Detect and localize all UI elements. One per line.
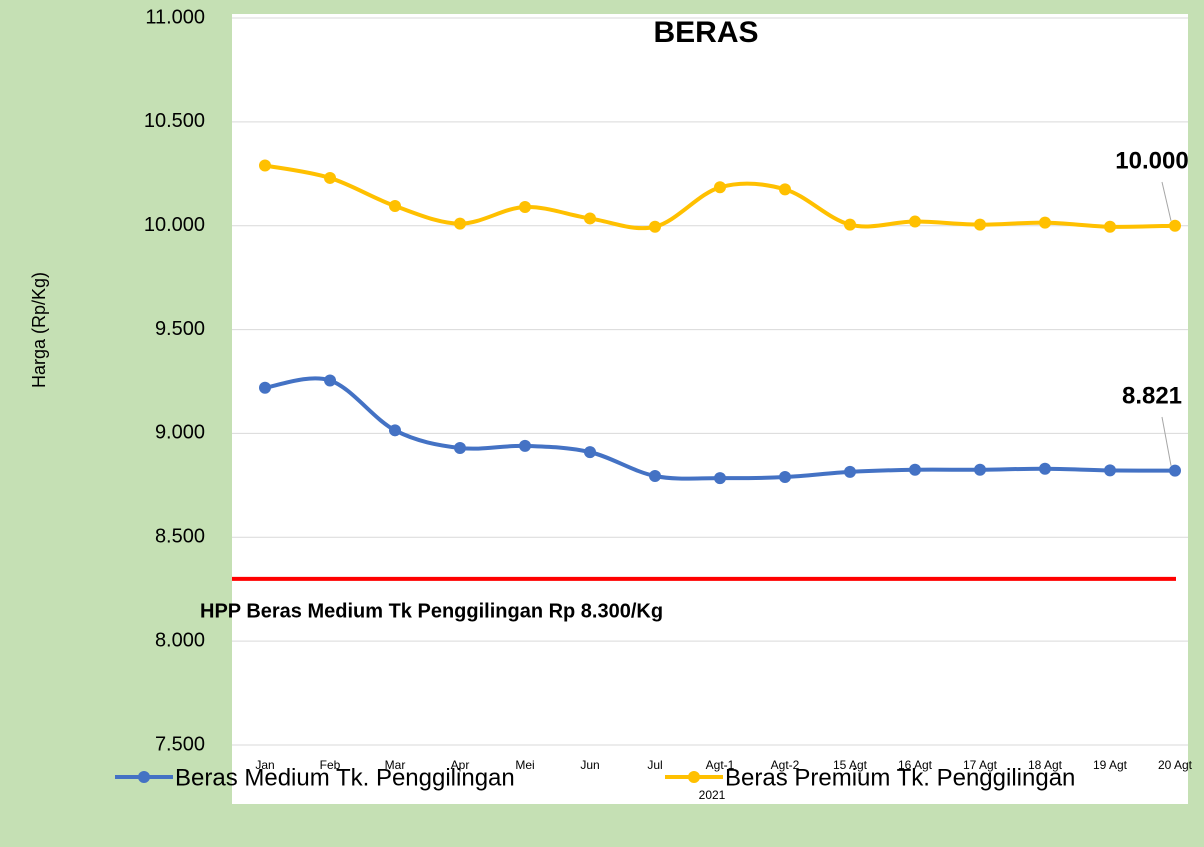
x-tick-label: 16 Agt bbox=[898, 758, 933, 772]
data-point bbox=[1169, 464, 1181, 477]
leader-line bbox=[1161, 416, 1172, 466]
x-tick-label: Feb bbox=[320, 758, 341, 772]
x-tick-label: Agt-2 bbox=[771, 758, 800, 772]
legend-marker bbox=[138, 771, 150, 783]
data-point bbox=[714, 181, 726, 194]
data-point bbox=[259, 159, 271, 172]
legend-label: Beras Medium Tk. Penggilingan bbox=[175, 764, 515, 791]
data-point bbox=[1104, 464, 1116, 477]
legend-marker bbox=[688, 771, 700, 783]
data-point bbox=[519, 201, 531, 214]
data-point bbox=[974, 463, 986, 476]
leader-line bbox=[1161, 181, 1172, 221]
y-tick-label: 9.500 bbox=[155, 318, 205, 340]
x-tick-label: Agt-1 bbox=[706, 758, 735, 772]
data-point bbox=[649, 220, 661, 233]
data-point bbox=[844, 218, 856, 231]
data-label: 10.000 bbox=[1115, 147, 1188, 174]
data-point bbox=[1169, 219, 1181, 232]
y-tick-label: 10.000 bbox=[144, 214, 205, 236]
data-point bbox=[974, 218, 986, 231]
data-point bbox=[324, 171, 336, 184]
data-point bbox=[1039, 462, 1051, 475]
data-point bbox=[389, 199, 401, 212]
data-point bbox=[584, 446, 596, 459]
x-tick-label: Apr bbox=[451, 758, 470, 772]
plot-area bbox=[232, 14, 1188, 804]
y-tick-label: 8.000 bbox=[155, 629, 205, 651]
y-tick-label: 8.500 bbox=[155, 526, 205, 548]
legend-label: Beras Premium Tk. Penggilingan bbox=[725, 764, 1075, 791]
data-point bbox=[389, 424, 401, 437]
y-tick-label: 11.000 bbox=[145, 6, 205, 28]
x-tick-label: Jan bbox=[255, 758, 274, 772]
y-axis-title: Harga (Rp/Kg) bbox=[29, 272, 49, 388]
data-point bbox=[324, 374, 336, 387]
x-axis-title: 2021 bbox=[699, 788, 726, 802]
x-tick-label: Mar bbox=[385, 758, 406, 772]
x-tick-label: 18 Agt bbox=[1028, 758, 1063, 772]
reference-label: HPP Beras Medium Tk Penggilingan Rp 8.30… bbox=[200, 600, 663, 622]
y-tick-label: 9.000 bbox=[155, 422, 205, 444]
data-point bbox=[779, 183, 791, 196]
x-tick-label: 19 Agt bbox=[1093, 758, 1128, 772]
x-tick-label: Jul bbox=[647, 758, 662, 772]
data-label: 8.821 bbox=[1122, 382, 1182, 409]
x-tick-label: Mei bbox=[515, 758, 534, 772]
data-point bbox=[714, 472, 726, 485]
data-point bbox=[584, 212, 596, 225]
data-point bbox=[1039, 216, 1051, 229]
x-tick-label: Jun bbox=[580, 758, 599, 772]
data-point bbox=[909, 215, 921, 228]
data-point bbox=[1104, 220, 1116, 233]
y-tick-label: 10.500 bbox=[144, 110, 205, 132]
chart-title: BERAS bbox=[653, 16, 758, 49]
data-point bbox=[454, 217, 466, 230]
x-tick-label: 20 Agt bbox=[1158, 758, 1193, 772]
data-point bbox=[649, 470, 661, 483]
x-tick-label: 17 Agt bbox=[963, 758, 998, 772]
y-tick-label: 7.500 bbox=[155, 733, 205, 755]
data-point bbox=[844, 465, 856, 478]
data-point bbox=[779, 471, 791, 484]
data-point bbox=[454, 441, 466, 454]
data-point bbox=[909, 463, 921, 476]
data-point bbox=[519, 439, 531, 452]
x-tick-label: 15 Agt bbox=[833, 758, 868, 772]
data-point bbox=[259, 381, 271, 394]
